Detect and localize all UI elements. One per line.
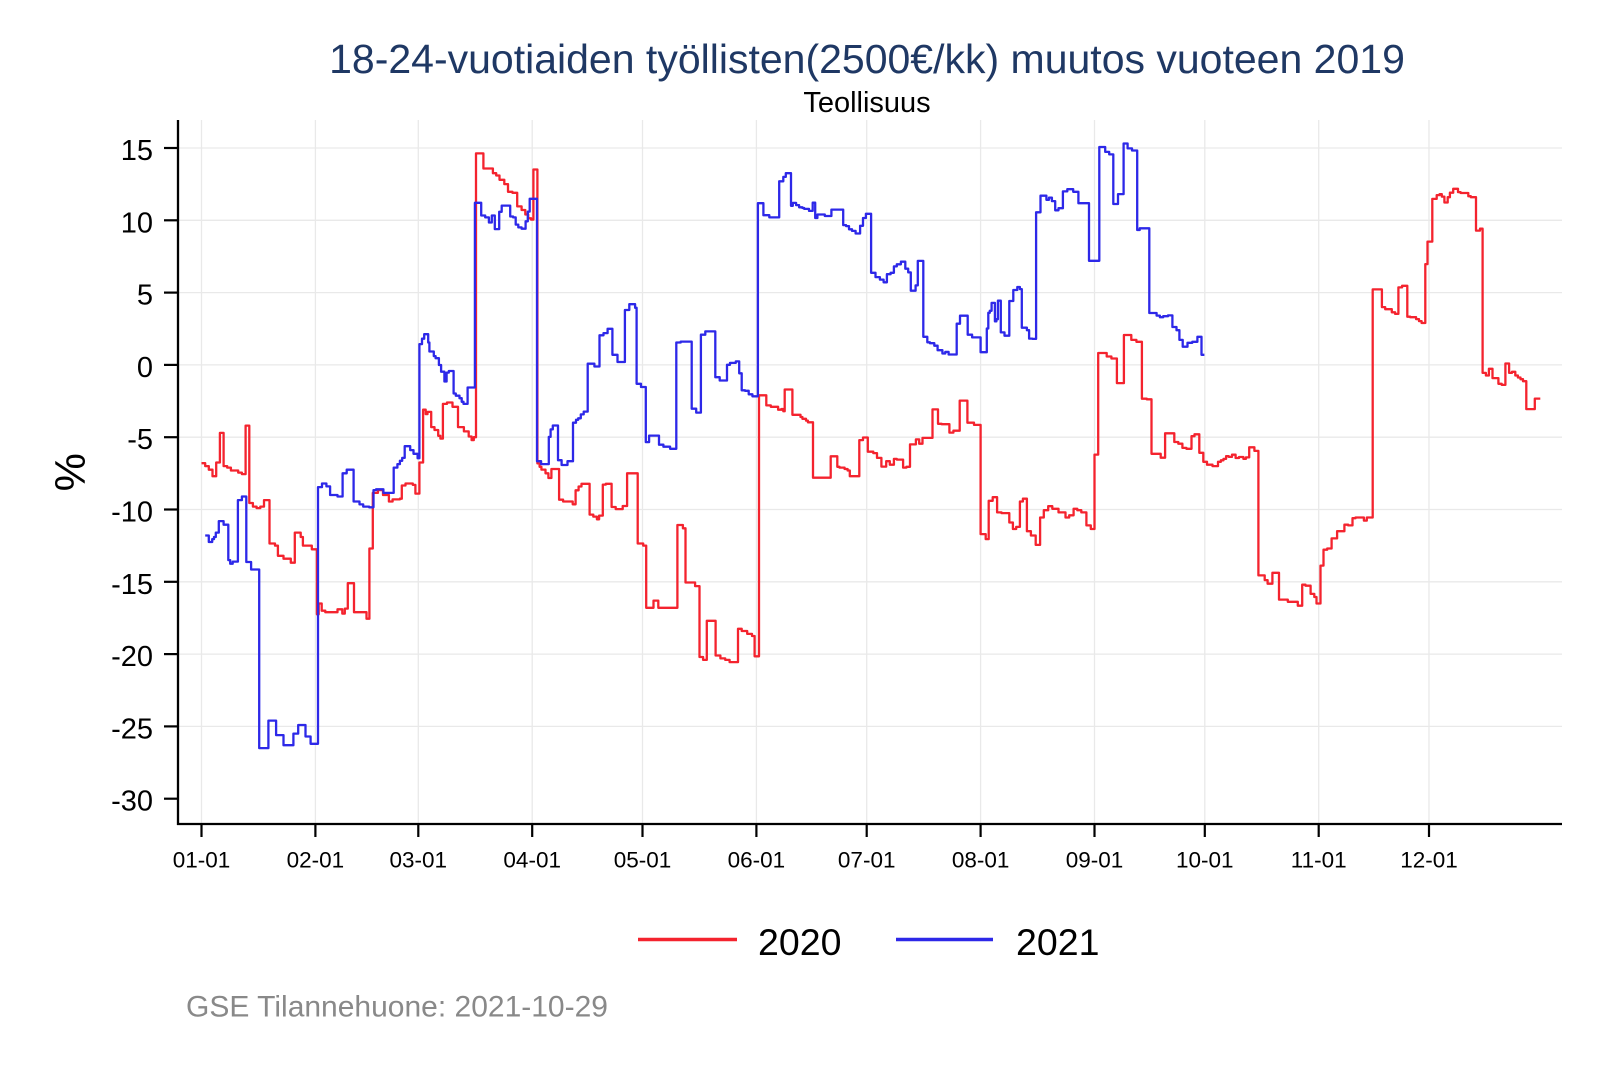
svg-text:07-01: 07-01 (838, 848, 896, 873)
svg-text:2021: 2021 (1016, 921, 1099, 963)
svg-text:GSE Tilannehuone: 2021-10-29: GSE Tilannehuone: 2021-10-29 (186, 991, 608, 1024)
svg-text:-25: -25 (111, 713, 153, 745)
svg-text:10: 10 (121, 207, 153, 239)
svg-text:02-01: 02-01 (287, 848, 345, 873)
svg-text:04-01: 04-01 (503, 848, 561, 873)
svg-text:15: 15 (121, 135, 153, 167)
svg-text:0: 0 (137, 352, 153, 384)
svg-text:-20: -20 (111, 641, 153, 673)
svg-text:-30: -30 (111, 786, 153, 818)
svg-text:05-01: 05-01 (614, 848, 672, 873)
svg-text:18-24-vuotiaiden työllisten(25: 18-24-vuotiaiden työllisten(2500€/kk) mu… (329, 36, 1405, 82)
svg-text:03-01: 03-01 (390, 848, 448, 873)
svg-text:Teollisuus: Teollisuus (803, 87, 930, 119)
svg-text:-5: -5 (127, 424, 153, 456)
svg-text:2020: 2020 (758, 921, 841, 963)
svg-text:11-01: 11-01 (1291, 848, 1347, 873)
svg-text:01-01: 01-01 (173, 848, 231, 873)
svg-text:06-01: 06-01 (728, 848, 786, 873)
svg-text:%: % (47, 453, 95, 491)
svg-text:-15: -15 (111, 569, 153, 601)
svg-text:-10: -10 (111, 497, 153, 529)
svg-text:5: 5 (137, 280, 153, 312)
svg-text:10-01: 10-01 (1176, 848, 1234, 873)
svg-text:08-01: 08-01 (952, 848, 1010, 873)
svg-text:09-01: 09-01 (1066, 848, 1124, 873)
svg-text:12-01: 12-01 (1400, 848, 1458, 873)
